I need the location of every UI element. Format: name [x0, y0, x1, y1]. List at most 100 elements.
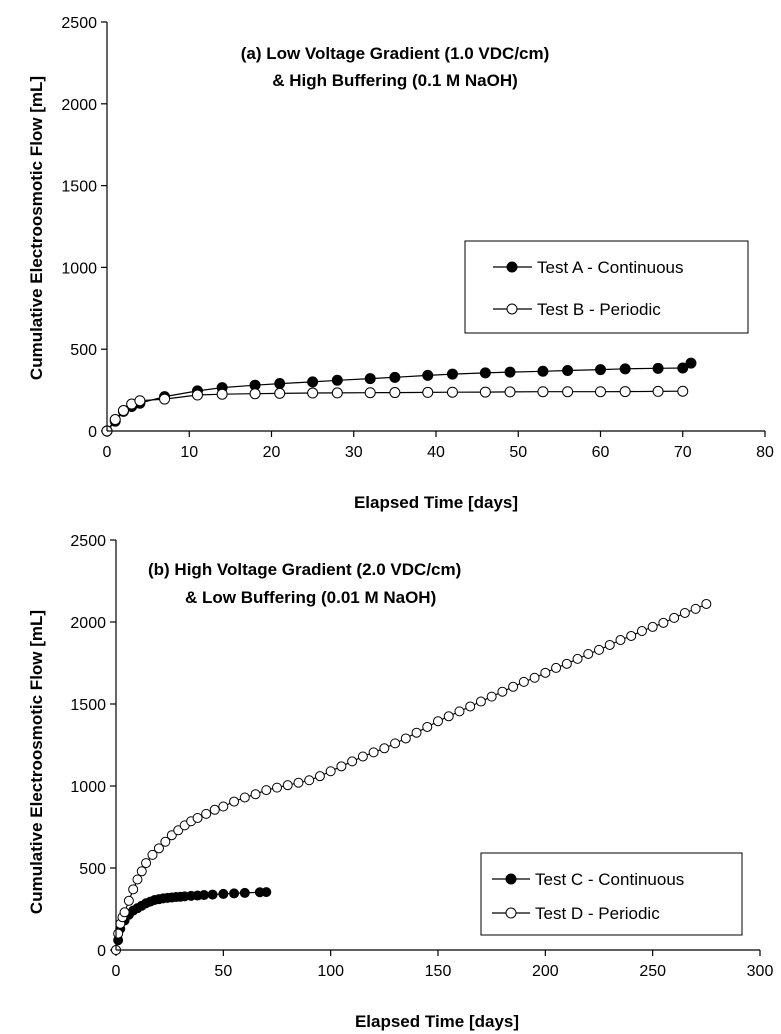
data-point-test-d-periodic	[572, 653, 583, 664]
data-point-test-d-periodic	[229, 796, 240, 807]
panel-b-y-tick-label: 500	[79, 861, 106, 878]
data-point-test-d-periodic	[486, 691, 497, 702]
panel-b-annotation-line2: & Low Buffering (0.01 M NaOH)	[185, 588, 436, 607]
data-point-test-d-periodic	[325, 766, 336, 777]
data-point-test-d-periodic	[336, 761, 347, 772]
data-point-test-b-periodic	[307, 387, 319, 399]
data-point-test-b-periodic	[109, 414, 121, 426]
data-point-test-b-periodic	[364, 387, 376, 399]
data-point-test-d-periodic	[136, 866, 147, 877]
panel-a-x-axis-title: Elapsed Time [days]	[354, 493, 518, 512]
data-point-test-b-periodic	[652, 385, 664, 397]
data-point-test-d-periodic	[529, 672, 540, 683]
panel-b-x-tick-label: 300	[747, 963, 774, 980]
data-point-test-b-periodic	[389, 387, 401, 399]
legend-marker-test-b	[506, 303, 518, 315]
data-point-test-b-periodic	[117, 405, 129, 417]
data-point-test-d-periodic	[497, 686, 508, 697]
data-point-test-d-periodic	[160, 836, 171, 847]
data-point-test-a-continuous	[274, 378, 286, 390]
panel-a-series-group	[101, 357, 697, 437]
data-point-test-d-periodic	[669, 612, 680, 623]
data-point-test-a-continuous	[479, 367, 491, 379]
data-point-test-d-periodic	[475, 696, 486, 707]
panel-a-annotation-line2: & High Buffering (0.1 M NaOH)	[272, 71, 518, 90]
data-point-test-a-continuous	[446, 368, 458, 380]
panel-a-x-tick-label: 0	[103, 444, 112, 461]
data-point-test-a-continuous	[595, 364, 606, 376]
data-point-test-d-periodic	[433, 716, 443, 727]
data-point-test-d-periodic	[626, 630, 637, 641]
panel-a-x-tick-label: 80	[756, 444, 774, 461]
data-point-test-b-periodic	[191, 389, 203, 401]
data-point-test-d-periodic	[551, 662, 562, 673]
data-point-test-c-continuous	[218, 888, 229, 899]
data-point-test-d-periodic	[701, 598, 712, 609]
data-point-test-d-periodic	[615, 635, 626, 646]
data-point-test-b-periodic	[446, 386, 458, 398]
panel-b-y-axis-title: Cumulative Electroosmotic Flow [mL]	[27, 610, 46, 914]
panel-b-legend-box	[480, 852, 743, 936]
data-point-test-a-continuous	[364, 373, 376, 385]
panel-b-y-tick-label: 1500	[70, 697, 106, 714]
data-point-test-b-periodic	[422, 386, 434, 398]
panel-a-y-axis-title: Cumulative Electroosmotic Flow [mL]	[27, 76, 46, 380]
data-point-test-b-periodic	[159, 393, 171, 405]
data-point-test-c-continuous	[239, 887, 250, 898]
data-point-test-d-periodic	[357, 751, 368, 762]
data-point-test-d-periodic	[604, 639, 615, 650]
data-point-test-d-periodic	[422, 721, 433, 732]
data-point-test-d-periodic	[368, 747, 379, 758]
panel-a-x-tick-label: 20	[263, 444, 281, 461]
data-point-test-d-periodic	[658, 617, 669, 628]
data-point-test-b-periodic	[134, 395, 146, 407]
data-point-test-d-periodic	[540, 667, 551, 678]
panel-b-x-tick-label: 200	[532, 963, 559, 980]
panel-a-tick-group: 0 500 1000 1500 2000 2500 0 10 20 30 40 50 60 70 80	[61, 15, 774, 461]
data-point-test-d-periodic	[454, 706, 465, 717]
panel-b-x-tick-label: 250	[639, 963, 666, 980]
panel-a-legend-box	[464, 240, 749, 334]
panel-b-y-tick-label: 0	[97, 943, 106, 960]
panel-b-x-tick-label: 0	[112, 963, 121, 980]
data-point-test-d-periodic	[218, 801, 229, 812]
data-point-test-c-continuous	[229, 888, 240, 899]
data-point-test-d-periodic	[272, 782, 282, 793]
data-point-test-d-periodic	[347, 756, 358, 767]
data-point-test-d-periodic	[250, 789, 261, 800]
data-point-test-d-periodic	[508, 681, 519, 692]
data-point-test-d-periodic	[113, 928, 124, 939]
panel-a-x-tick-label: 10	[180, 444, 198, 461]
panel-a-x-tick-label: 70	[674, 444, 692, 461]
data-point-test-d-periodic	[261, 785, 272, 796]
data-point-test-b-periodic	[331, 387, 343, 399]
data-point-test-a-continuous	[389, 371, 401, 383]
panel-a-x-tick-label: 50	[509, 444, 527, 461]
legend-label-test-b: Test B - Periodic	[537, 300, 661, 319]
data-point-test-d-periodic	[636, 626, 647, 637]
data-point-test-b-periodic	[619, 386, 631, 398]
data-point-test-c-continuous	[261, 887, 272, 898]
legend-marker-test-c	[505, 873, 517, 885]
legend-label-test-a: Test A - Continuous	[537, 258, 683, 277]
panel-a-y-tick-label: 2000	[61, 97, 97, 114]
data-point-test-d-periodic	[239, 792, 250, 803]
data-point-test-d-periodic	[390, 738, 401, 749]
data-point-test-d-periodic	[153, 843, 164, 854]
panel-b-x-axis-title: Elapsed Time [days]	[355, 1012, 519, 1031]
data-point-test-b-periodic	[595, 386, 606, 398]
data-point-test-b-periodic	[537, 386, 549, 398]
legend-marker-test-a	[506, 261, 518, 273]
legend-label-test-c: Test C - Continuous	[535, 870, 684, 889]
legend-label-test-d: Test D - Periodic	[535, 904, 660, 923]
panel-a-y-tick-label: 500	[70, 342, 97, 359]
data-point-test-d-periodic	[119, 907, 130, 918]
data-point-test-b-periodic	[504, 386, 516, 398]
data-point-test-d-periodic	[141, 858, 152, 869]
panel-b-x-tick-label: 50	[214, 963, 232, 980]
data-point-test-a-continuous	[331, 374, 343, 386]
legend-marker-test-d	[505, 907, 517, 919]
data-point-test-d-periodic	[583, 648, 594, 659]
data-point-test-d-periodic	[192, 812, 203, 823]
data-point-test-d-periodic	[123, 895, 134, 906]
